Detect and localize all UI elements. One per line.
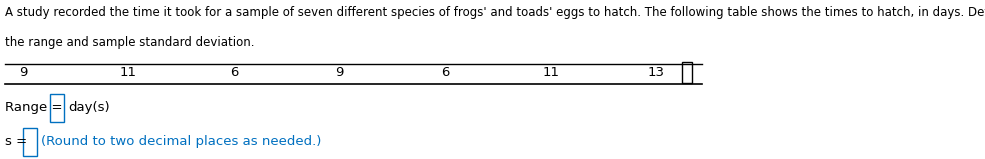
Text: 11: 11 <box>543 66 559 79</box>
Text: 13: 13 <box>648 66 665 79</box>
Text: A study recorded the time it took for a sample of seven different species of fro: A study recorded the time it took for a … <box>5 6 985 19</box>
FancyBboxPatch shape <box>683 62 692 83</box>
Text: s =: s = <box>5 135 28 149</box>
Text: (Round to two decimal places as needed.): (Round to two decimal places as needed.) <box>41 135 322 149</box>
Text: 11: 11 <box>120 66 137 79</box>
Text: day(s): day(s) <box>69 101 110 114</box>
Text: Range =: Range = <box>5 101 62 114</box>
Text: 6: 6 <box>441 66 449 79</box>
Text: the range and sample standard deviation.: the range and sample standard deviation. <box>5 36 254 49</box>
FancyBboxPatch shape <box>23 128 37 156</box>
Text: 6: 6 <box>230 66 238 79</box>
FancyBboxPatch shape <box>50 93 64 122</box>
Text: 9: 9 <box>336 66 344 79</box>
Text: 9: 9 <box>19 66 27 79</box>
